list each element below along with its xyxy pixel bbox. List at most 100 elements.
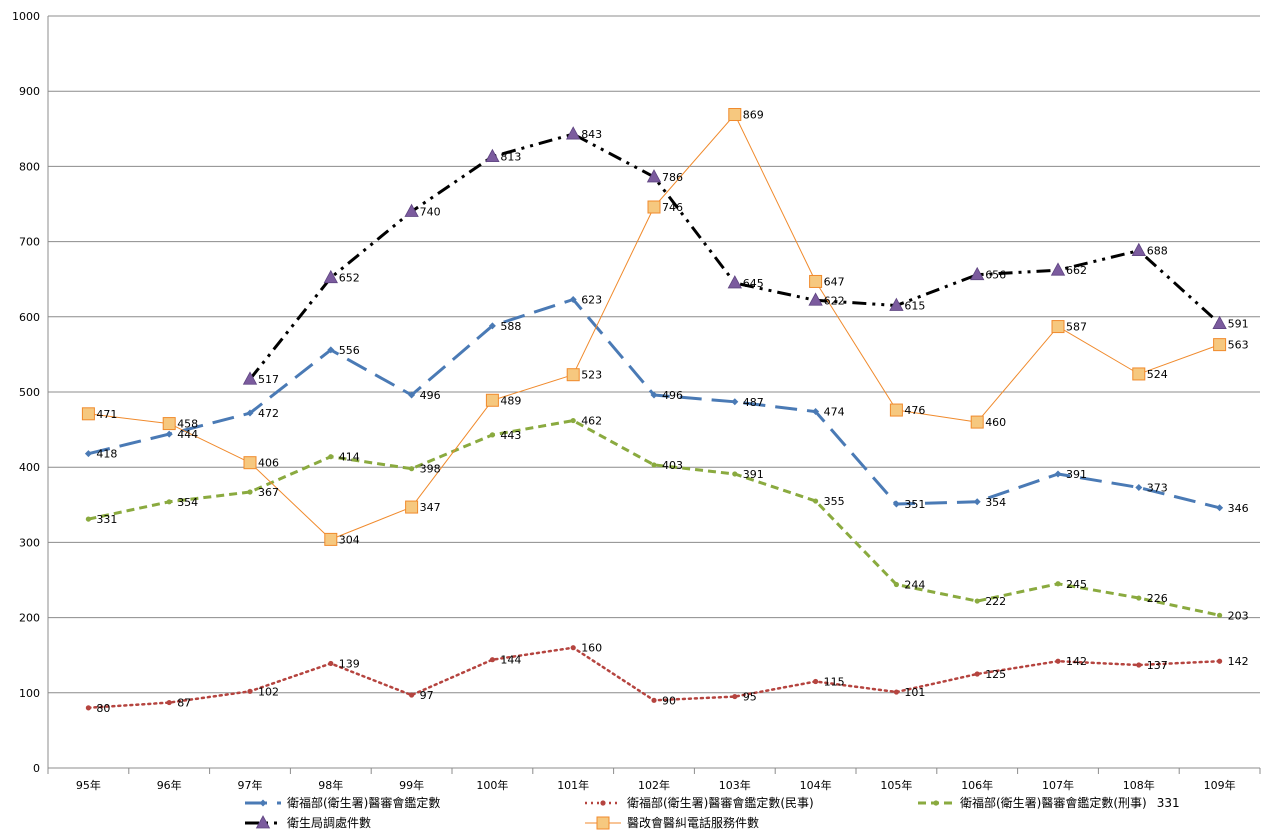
data-point	[84, 450, 92, 458]
data-point	[889, 297, 904, 311]
data-label: 591	[1228, 318, 1249, 331]
data-point	[1050, 262, 1066, 276]
data-label: 471	[96, 408, 117, 421]
data-label: 662	[1066, 264, 1087, 277]
legend-swatch-marker	[255, 815, 271, 829]
data-label: 346	[1228, 502, 1249, 515]
data-point	[732, 471, 738, 477]
data-point	[166, 499, 172, 505]
data-label: 354	[177, 496, 198, 509]
data-point	[889, 403, 903, 417]
data-point	[1216, 504, 1224, 512]
data-point	[566, 126, 581, 140]
x-tick-label: 96年	[157, 778, 182, 792]
data-point	[973, 498, 981, 506]
legend-item-3: 衛生局調處件數	[245, 815, 371, 830]
data-point	[327, 346, 335, 354]
x-tick-label: 102年	[638, 778, 670, 792]
data-point	[809, 274, 823, 288]
data-point	[812, 408, 820, 416]
data-label: 474	[824, 406, 845, 419]
data-label: 813	[500, 151, 521, 164]
data-label: 587	[1066, 321, 1087, 334]
legend-label: 衛福部(衛生署)醫審會鑑定數	[287, 795, 440, 810]
data-label: 95	[743, 691, 757, 704]
series-line-2	[88, 419, 1220, 617]
data-point	[1212, 315, 1227, 329]
data-point	[651, 697, 657, 703]
data-label: 615	[904, 300, 925, 313]
x-tick-label: 97年	[238, 778, 263, 792]
x-tick-label: 104年	[800, 778, 832, 792]
x-tick-label: 109年	[1204, 778, 1236, 792]
data-label: 354	[985, 496, 1006, 509]
data-point	[566, 368, 580, 382]
data-point	[85, 516, 91, 522]
legend-label: 衛福部(衛生署)醫審會鑑定數(刑事)	[960, 795, 1147, 810]
data-point	[1054, 470, 1062, 478]
y-tick-label: 500	[19, 386, 40, 399]
data-point	[646, 169, 662, 183]
data-label: 443	[500, 429, 521, 442]
data-label: 203	[1228, 609, 1249, 622]
data-label: 489	[500, 394, 521, 407]
data-point	[165, 430, 173, 438]
data-point	[488, 322, 496, 330]
data-point	[1217, 658, 1223, 664]
data-label: 403	[662, 459, 683, 472]
y-tick-label: 200	[19, 612, 40, 625]
data-label: 160	[581, 642, 602, 655]
data-point	[1136, 595, 1142, 601]
y-tick-label: 600	[19, 311, 40, 324]
data-point	[970, 415, 984, 429]
data-label: 398	[420, 463, 441, 476]
data-label: 622	[824, 294, 845, 307]
data-label: 843	[581, 128, 602, 141]
legend-swatch-marker	[600, 800, 606, 806]
data-label: 458	[177, 418, 198, 431]
data-label: 462	[581, 415, 602, 428]
series-line-3	[248, 132, 1221, 381]
data-label: 391	[743, 468, 764, 481]
data-point	[1131, 242, 1146, 257]
x-tick-label: 103年	[719, 778, 751, 792]
data-point	[243, 456, 257, 470]
data-label: 524	[1147, 368, 1168, 381]
y-tick-label: 100	[19, 687, 40, 700]
series-lines	[81, 108, 1227, 711]
x-tick-label: 100年	[476, 778, 508, 792]
data-label: 351	[904, 498, 925, 511]
data-point	[727, 275, 742, 289]
data-point	[1055, 658, 1061, 664]
data-label: 101	[904, 686, 925, 699]
data-label: 367	[258, 486, 279, 499]
data-label: 746	[662, 201, 683, 214]
data-label: 245	[1066, 578, 1087, 591]
data-point	[728, 108, 742, 122]
data-point	[81, 407, 95, 421]
data-label: 414	[339, 451, 360, 464]
data-label: 786	[662, 171, 683, 184]
data-point	[328, 660, 334, 667]
x-tick-label: 95年	[76, 778, 101, 792]
data-point	[485, 148, 500, 163]
data-label: 869	[743, 109, 764, 122]
data-point	[408, 391, 416, 399]
data-label: 97	[420, 689, 434, 702]
legend-label: 醫改會醫糾電話服務件數	[627, 815, 759, 830]
data-point	[1217, 612, 1223, 618]
data-point	[813, 498, 819, 504]
data-point	[970, 266, 985, 281]
data-point	[893, 581, 900, 588]
data-label: 355	[824, 495, 845, 508]
data-label: 139	[339, 657, 360, 670]
data-label: 304	[339, 533, 360, 546]
data-point	[650, 391, 658, 399]
axes: 0 100 200 300 400 500 600 700 800 900 1000 95年 96年 97…	[12, 10, 1261, 792]
x-tick-label: 98年	[318, 778, 343, 792]
data-point	[242, 371, 258, 385]
data-point	[404, 203, 419, 217]
data-point	[974, 598, 980, 604]
